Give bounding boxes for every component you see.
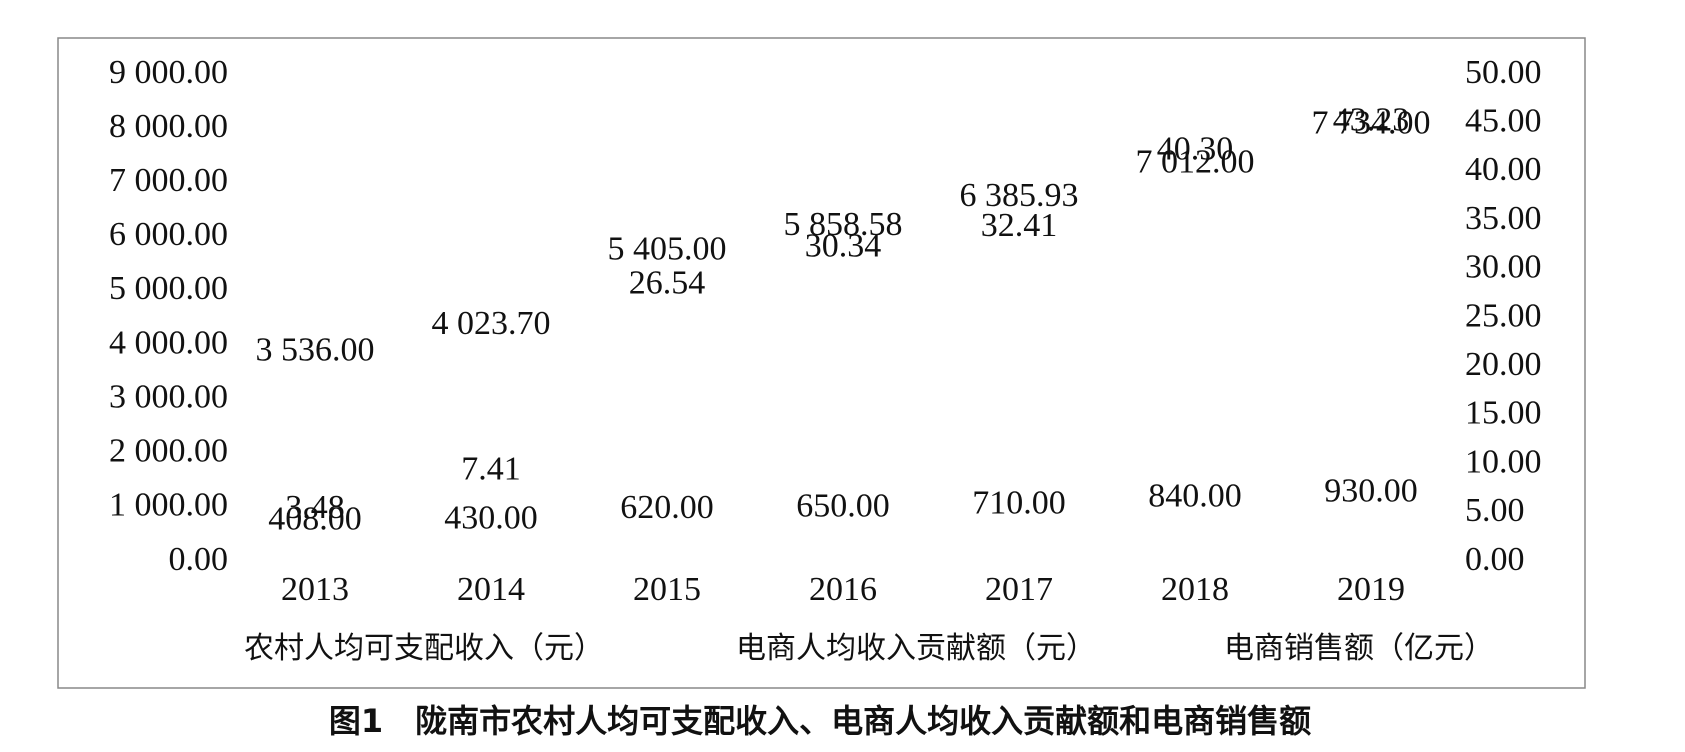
- y-tick-label: 7 000.00: [109, 162, 228, 199]
- data-label: 3 536.00: [256, 331, 375, 368]
- data-label: 840.00: [1148, 477, 1242, 514]
- data-label: 26.54: [629, 264, 706, 301]
- data-label: 620.00: [620, 489, 714, 526]
- y-tick-label: 8 000.00: [109, 108, 228, 145]
- y2-tick-label: 40.00: [1465, 151, 1542, 188]
- y2-tick-label: 45.00: [1465, 102, 1542, 139]
- data-label: 408.00: [268, 501, 362, 538]
- y-tick-label: 1 000.00: [109, 487, 228, 524]
- data-label: 930.00: [1324, 472, 1418, 509]
- y-tick-label: 4 000.00: [109, 324, 228, 361]
- y-tick-label: 0.00: [169, 541, 229, 578]
- data-label: 5 858.58: [784, 206, 903, 243]
- data-label: 43.23: [1333, 102, 1410, 139]
- data-label: 30.34: [805, 227, 882, 264]
- data-label: 3.48: [285, 489, 345, 526]
- y2-tick-label: 25.00: [1465, 297, 1542, 334]
- y-tick-label: 5 000.00: [109, 270, 228, 307]
- data-label: 6 385.93: [960, 177, 1079, 214]
- y2-tick-label: 0.00: [1465, 541, 1525, 578]
- y-tick-label: 2 000.00: [109, 433, 228, 470]
- legend-label: 农村人均可支配收入（元）: [244, 631, 604, 666]
- y2-tick-label: 30.00: [1465, 249, 1542, 286]
- x-tick-label: 2017: [985, 571, 1053, 608]
- data-label: 5 405.00: [608, 230, 727, 267]
- data-label: 7.41: [461, 451, 521, 488]
- y2-tick-label: 50.00: [1465, 54, 1542, 91]
- x-tick-label: 2018: [1161, 571, 1229, 608]
- legend-label: 电商人均收入贡献额（元）: [736, 631, 1096, 666]
- y2-tick-label: 10.00: [1465, 443, 1542, 480]
- data-label: 650.00: [796, 488, 890, 525]
- x-tick-label: 2019: [1337, 571, 1405, 608]
- y2-tick-label: 5.00: [1465, 492, 1525, 529]
- y-tick-label: 6 000.00: [109, 216, 228, 253]
- data-label: 32.41: [981, 207, 1058, 244]
- legend-label: 电商销售额（亿元）: [1224, 631, 1494, 666]
- y-tick-label: 9 000.00: [109, 54, 228, 91]
- x-tick-label: 2013: [281, 571, 349, 608]
- chart-title: 图1 陇南市农村人均可支配收入、电商人均收入贡献额和电商销售额: [329, 702, 1311, 740]
- y2-tick-label: 35.00: [1465, 200, 1542, 237]
- chart-frame: [57, 37, 1586, 689]
- data-label: 7 734.00: [1312, 104, 1431, 141]
- y2-tick-label: 15.00: [1465, 395, 1542, 432]
- data-label: 710.00: [972, 484, 1066, 521]
- x-tick-label: 2016: [809, 571, 877, 608]
- data-label: 4 023.70: [432, 305, 551, 342]
- data-label: 7 012.00: [1136, 143, 1255, 180]
- data-label: 430.00: [444, 500, 538, 537]
- data-label: 40.30: [1157, 130, 1234, 167]
- x-tick-label: 2014: [457, 571, 525, 608]
- y-tick-label: 3 000.00: [109, 378, 228, 415]
- y2-tick-label: 20.00: [1465, 346, 1542, 383]
- x-tick-label: 2015: [633, 571, 701, 608]
